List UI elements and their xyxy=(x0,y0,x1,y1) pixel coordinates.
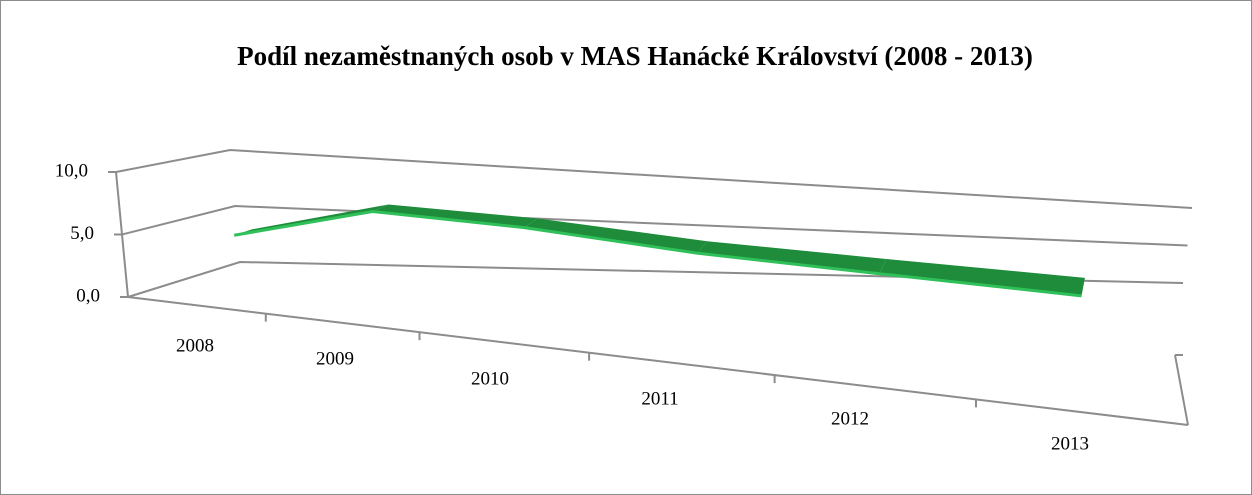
x-tick-label: 2009 xyxy=(316,348,354,369)
chart-title: Podíl nezaměstnaných osob v MAS Hanácké … xyxy=(237,41,1033,71)
y-axis xyxy=(115,171,129,298)
y-tick-label: 5,0 xyxy=(70,223,94,244)
x-tick-label: 2011 xyxy=(641,388,678,409)
grid-line xyxy=(121,204,1188,247)
floor-right xyxy=(1174,354,1189,426)
x-tick-label: 2010 xyxy=(471,368,509,389)
ribbon-segment xyxy=(696,241,887,274)
grid-line xyxy=(127,260,1184,298)
floor-front xyxy=(127,296,1189,426)
line xyxy=(233,209,1082,298)
ribbon-segment xyxy=(879,258,1085,296)
ribbon-segment xyxy=(524,218,708,254)
x-tick-label: 2012 xyxy=(831,408,869,429)
x-tick-label: 2008 xyxy=(176,335,214,356)
grid-line xyxy=(115,148,1193,209)
y-tick-label: 10,0 xyxy=(55,160,88,181)
x-tick-label: 2013 xyxy=(1051,433,1089,454)
ribbon-segment xyxy=(372,204,538,228)
y-tick-label: 0,0 xyxy=(76,285,100,306)
